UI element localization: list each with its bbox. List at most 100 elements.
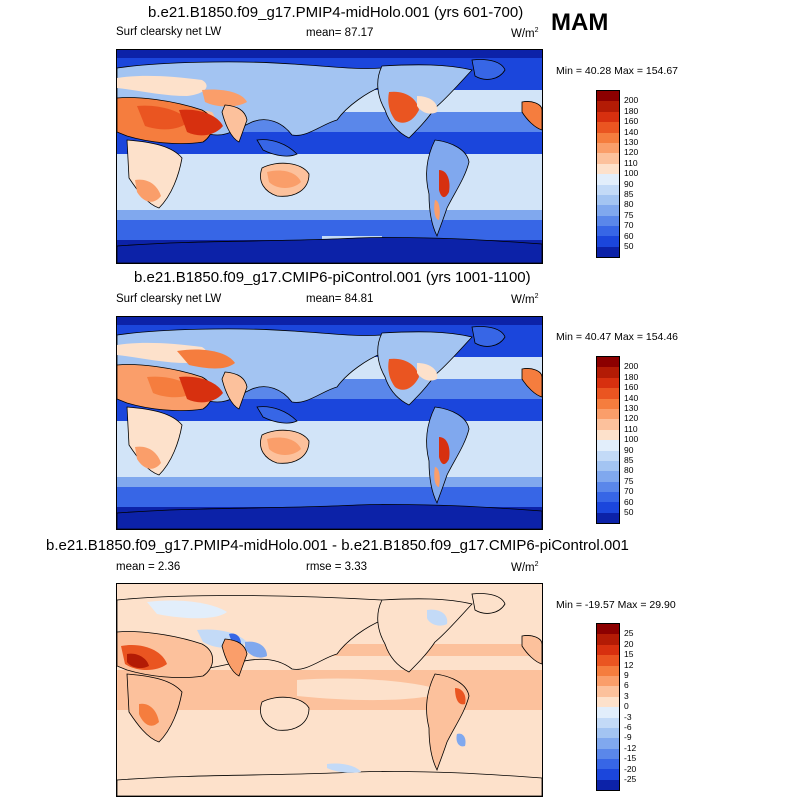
colorbar-tick-label: 20 bbox=[624, 638, 634, 649]
colorbar-box bbox=[597, 779, 619, 791]
colorbar-tick-label: -9 bbox=[624, 732, 632, 743]
colorbar-tick-label: 160 bbox=[624, 116, 639, 127]
colorbar-tick-label: -6 bbox=[624, 722, 632, 732]
colorbar-box bbox=[597, 398, 619, 409]
colorbar-tick-label: 200 bbox=[624, 361, 639, 372]
colorbar-tick-label: 140 bbox=[624, 392, 639, 403]
colorbar-tick-label: 100 bbox=[624, 434, 639, 445]
panel-2-colorbar bbox=[596, 356, 620, 525]
colorbar-box bbox=[597, 377, 619, 389]
colorbar-tick-label: 130 bbox=[624, 137, 639, 147]
colorbar-tick-label: 80 bbox=[624, 465, 634, 476]
colorbar-tick-label: 90 bbox=[624, 444, 634, 455]
colorbar-box bbox=[597, 460, 619, 472]
colorbar-tick-label: 120 bbox=[624, 147, 639, 158]
colorbar-tick-label: 80 bbox=[624, 199, 634, 210]
colorbar-tick-label: 9 bbox=[624, 670, 629, 680]
panel-3-minmax: Min = -19.57 Max = 29.90 bbox=[556, 599, 676, 611]
colorbar-tick-label: 120 bbox=[624, 413, 639, 424]
colorbar-tick-label: 50 bbox=[624, 241, 634, 251]
panel-3-rmse-label: rmse = 3.33 bbox=[306, 561, 368, 573]
colorbar-tick-label: 0 bbox=[624, 701, 629, 712]
colorbar-tick-label: -25 bbox=[624, 774, 637, 784]
panel-3-units: W/m2 bbox=[511, 561, 539, 574]
colorbar-tick-label: 110 bbox=[624, 423, 638, 434]
panel-2-title: b.e21.B1850.f09_g17.CMIP6-piControl.001 … bbox=[134, 269, 531, 286]
colorbar-tick-label: 180 bbox=[624, 371, 639, 382]
colorbar-box bbox=[597, 153, 619, 164]
colorbar-box bbox=[597, 686, 619, 697]
colorbar-tick-label: -15 bbox=[624, 753, 637, 764]
panel-3-mean-label: mean = 2.36 bbox=[116, 561, 181, 573]
panel-3-title: b.e21.B1850.f09_g17.PMIP4-midHolo.001 - … bbox=[46, 537, 629, 554]
colorbar-tick-label: 75 bbox=[624, 475, 634, 486]
colorbar-tick-label: 3 bbox=[624, 690, 629, 701]
colorbar-tick-label: 110 bbox=[624, 157, 638, 168]
colorbar-tick-label: -3 bbox=[624, 711, 632, 722]
colorbar-box bbox=[597, 512, 619, 524]
colorbar-box bbox=[597, 748, 619, 760]
colorbar-tick-label: 15 bbox=[624, 649, 634, 660]
colorbar-box bbox=[597, 655, 619, 666]
colorbar-box bbox=[597, 675, 619, 687]
panel-2-variable-label: Surf clearsky net LW bbox=[116, 293, 222, 305]
colorbar-box bbox=[597, 440, 619, 451]
colorbar-box bbox=[597, 707, 619, 718]
colorbar-box bbox=[597, 717, 619, 728]
colorbar-tick-label: 90 bbox=[624, 178, 634, 189]
colorbar-tick-label: 160 bbox=[624, 382, 639, 393]
colorbar-tick-label: 6 bbox=[624, 680, 629, 691]
colorbar-box bbox=[597, 388, 619, 399]
colorbar-box bbox=[597, 111, 619, 123]
colorbar-tick-label: 180 bbox=[624, 105, 639, 116]
colorbar-box bbox=[597, 429, 619, 441]
colorbar-box bbox=[597, 194, 619, 206]
panel-1-title: b.e21.B1850.f09_g17.PMIP4-midHolo.001 (y… bbox=[148, 4, 524, 21]
colorbar-tick-label: 130 bbox=[624, 403, 639, 413]
colorbar-box bbox=[597, 246, 619, 258]
colorbar-box bbox=[597, 226, 619, 237]
colorbar-box bbox=[597, 644, 619, 656]
panel-1-colorbar bbox=[596, 90, 620, 259]
colorbar-box bbox=[597, 624, 619, 635]
colorbar-box bbox=[597, 408, 619, 420]
colorbar-box bbox=[597, 634, 619, 645]
colorbar-tick-label: 60 bbox=[624, 230, 634, 241]
colorbar-box bbox=[597, 665, 619, 676]
colorbar-box bbox=[597, 471, 619, 482]
colorbar-box bbox=[597, 163, 619, 175]
colorbar-box bbox=[597, 236, 619, 247]
colorbar-box bbox=[597, 738, 619, 749]
colorbar-box bbox=[597, 367, 619, 378]
panel-2-mean-label: mean= 84.81 bbox=[306, 293, 374, 305]
colorbar-box bbox=[597, 142, 619, 154]
colorbar-box bbox=[597, 450, 619, 461]
colorbar-box bbox=[597, 502, 619, 513]
colorbar-box bbox=[597, 492, 619, 503]
colorbar-box bbox=[597, 122, 619, 133]
panel-1-variable-label: Surf clearsky net LW bbox=[116, 26, 222, 38]
colorbar-box bbox=[597, 769, 619, 780]
panel-2-colorbar-boxes bbox=[597, 357, 619, 524]
panel-1-mean-label: mean= 87.17 bbox=[306, 27, 374, 39]
colorbar-box bbox=[597, 759, 619, 770]
colorbar-tick-label: 70 bbox=[624, 486, 634, 497]
panel-3-map bbox=[116, 583, 543, 797]
colorbar-box bbox=[597, 101, 619, 112]
colorbar-tick-label: 50 bbox=[624, 507, 634, 517]
colorbar-tick-label: -12 bbox=[624, 742, 637, 753]
panel-1-minmax: Min = 40.28 Max = 154.67 bbox=[556, 65, 678, 77]
colorbar-box bbox=[597, 184, 619, 195]
colorbar-box bbox=[597, 215, 619, 227]
colorbar-box bbox=[597, 132, 619, 143]
panel-1-units: W/m2 bbox=[511, 27, 539, 40]
panel-1-colorbar-boxes bbox=[597, 91, 619, 258]
colorbar-box bbox=[597, 174, 619, 185]
panel-3-colorbar bbox=[596, 623, 620, 792]
season-label: MAM bbox=[551, 9, 609, 36]
panel-3-colorbar-boxes bbox=[597, 624, 619, 791]
colorbar-tick-label: 85 bbox=[624, 455, 634, 465]
colorbar-box bbox=[597, 419, 619, 430]
colorbar-tick-label: 140 bbox=[624, 126, 639, 137]
colorbar-box bbox=[597, 91, 619, 102]
